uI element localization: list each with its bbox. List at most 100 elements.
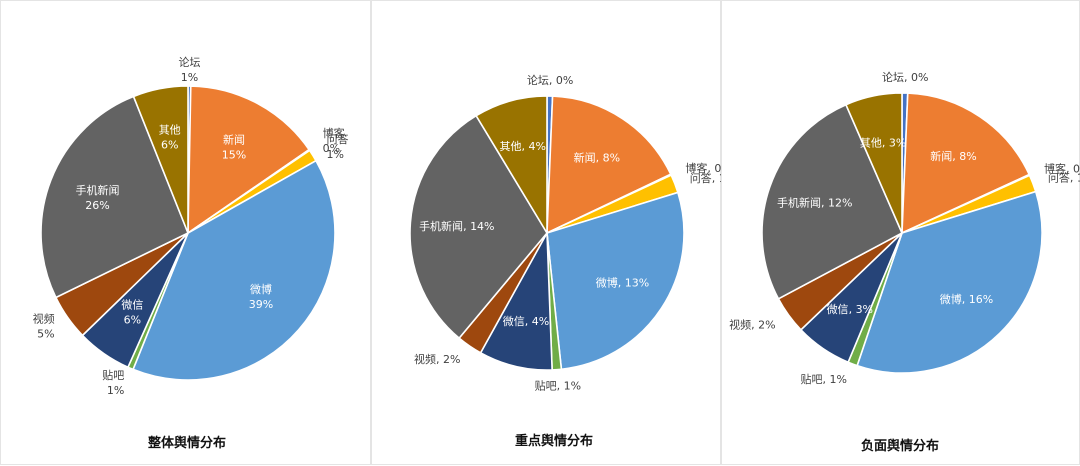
- slice-percent: 0%: [556, 74, 573, 87]
- label-separator: ,: [962, 293, 969, 306]
- pie-chart-key: 论坛, 0% 新闻, 8% 博客, 0% 问答, 1% 微博, 13% 贴吧, 1% 微信,…: [409, 73, 722, 449]
- slice-name: 问答: [690, 171, 712, 185]
- slice-label-qa: 问答, 1%: [1048, 171, 1080, 185]
- slice-label-news: 新闻: [223, 133, 245, 147]
- slice-name: 贴吧: [535, 379, 557, 393]
- slice-percent: 8%: [603, 152, 620, 165]
- slice-percent: 3%: [889, 137, 906, 150]
- pie-slice-mobile-news: [409, 114, 548, 340]
- chart-title: 重点舆情分布: [515, 433, 593, 449]
- slice-name: 问答: [1048, 171, 1070, 185]
- pie-slice-other: [844, 92, 903, 234]
- slice-label-tieba: 贴吧, 1%: [801, 372, 847, 386]
- pie-slices: [409, 95, 685, 371]
- slice-label-forum: 论坛, 0%: [527, 73, 573, 87]
- slice-percent-news: 15%: [222, 149, 246, 162]
- slice-percent: 12%: [828, 197, 852, 210]
- slice-percent: 2%: [758, 319, 775, 332]
- pie-slice-weibo: [546, 191, 685, 371]
- slice-name: 视频: [414, 352, 436, 366]
- pie-slice-news: [546, 95, 672, 235]
- label-separator: ,: [1066, 162, 1073, 175]
- pie-slice-news: [901, 92, 1031, 235]
- slice-percent: 4%: [528, 140, 545, 153]
- slice-percent: 8%: [959, 150, 976, 163]
- label-separator: ,: [1070, 172, 1077, 185]
- slice-percent: 14%: [470, 220, 494, 233]
- chart-title: 整体舆情分布: [147, 435, 226, 451]
- slice-percent-mobile-news: 26%: [85, 199, 109, 212]
- slice-label-qa: 问答: [327, 132, 349, 146]
- slice-percent-tieba: 1%: [107, 384, 124, 397]
- slice-percent: 0%: [1073, 162, 1080, 175]
- pie-slice-news: [187, 85, 311, 235]
- label-separator: ,: [463, 220, 470, 233]
- pie-labels: 论坛, 0% 新闻, 8% 博客, 0% 问答, 1% 微博, 13% 贴吧, 1% 微信,…: [414, 73, 722, 393]
- slice-label-video: 视频, 2%: [414, 352, 460, 366]
- slice-label-weibo: 微博: [250, 282, 272, 296]
- slice-name: 微信: [503, 314, 525, 328]
- slice-name: 微信: [827, 302, 849, 316]
- pie-slice-other: [132, 85, 189, 234]
- slice-percent: 0%: [911, 71, 928, 84]
- pie-labels: 论坛 1% 新闻 15% 博客 0%问答 1% 微博 39% 贴吧 1% 微信 6% 视频 5% 手机新闻 26…: [33, 55, 349, 397]
- pie-chart-overall: 论坛 1% 新闻 15% 博客 0%问答 1% 微博 39% 贴吧 1% 微信 6% 视频 5% 手机新闻 26…: [33, 55, 349, 451]
- slice-name: 博客: [1044, 161, 1066, 175]
- label-separator: ,: [904, 71, 911, 84]
- slice-label-weibo: 微博, 13%: [596, 276, 649, 290]
- slice-percent: 1%: [719, 172, 722, 185]
- label-separator: ,: [521, 140, 528, 153]
- slice-name: 手机新闻: [419, 219, 463, 233]
- label-separator: ,: [557, 380, 564, 393]
- slice-label-video: 视频, 2%: [729, 318, 775, 332]
- slice-label-qa: 问答, 1%: [690, 171, 722, 185]
- label-separator: ,: [751, 319, 758, 332]
- slice-percent: 13%: [625, 277, 649, 290]
- slice-name: 其他: [860, 137, 882, 150]
- slice-label-mobile-news: 手机新闻, 14%: [419, 219, 494, 233]
- label-separator: ,: [712, 172, 719, 185]
- slice-percent-other: 6%: [161, 139, 178, 152]
- pie-slice-weibo: [856, 190, 1043, 374]
- slice-label-other: 其他, 4%: [499, 140, 545, 153]
- pie-slices: [40, 85, 336, 381]
- slice-percent-weibo: 39%: [249, 298, 273, 311]
- pie-slice-weibo: [132, 159, 336, 381]
- chart-panel-overall: 论坛 1% 新闻 15% 博客 0% 问答 1% 微博 39% 贴吧 1% 微信 6% 视频 5% 手机新闻 26…: [0, 0, 371, 465]
- slice-label-wechat: 微信: [121, 298, 143, 312]
- slice-name: 新闻: [930, 149, 952, 163]
- label-separator: ,: [821, 197, 828, 210]
- slice-name: 微博: [940, 292, 962, 306]
- label-separator: ,: [823, 373, 830, 386]
- pie-slice-mobile-news: [40, 95, 190, 299]
- label-separator: ,: [618, 277, 625, 290]
- slice-name: 新闻: [574, 151, 596, 165]
- slice-percent: 1%: [1077, 172, 1080, 185]
- slice-label-other: 其他, 3%: [860, 137, 906, 150]
- slice-label-news: 新闻, 8%: [930, 149, 976, 163]
- slice-percent: 1%: [830, 373, 847, 386]
- slice-label-mobile-news: 手机新闻, 12%: [777, 196, 852, 210]
- slice-percent: 2%: [443, 353, 460, 366]
- slice-percent-forum: 1%: [181, 71, 198, 84]
- slice-percent: 1%: [564, 380, 581, 393]
- slice-label-weibo: 微博, 16%: [940, 292, 993, 306]
- slice-name: 其他: [499, 140, 521, 153]
- slice-label-tieba: 贴吧, 1%: [535, 379, 581, 393]
- slice-name: 微博: [596, 276, 618, 290]
- label-separator: ,: [952, 150, 959, 163]
- slice-label-mobile-news: 手机新闻: [76, 183, 120, 197]
- slice-percent-video: 5%: [37, 328, 54, 341]
- chart-panel-negative: 论坛, 0%新闻, 8%博客, 0%问答, 1%微博, 16%贴吧, 1%微信,…: [721, 0, 1080, 465]
- chart-panel-key: 论坛, 0% 新闻, 8% 博客, 0% 问答, 1% 微博, 13% 贴吧, 1% 微信,…: [371, 0, 722, 465]
- slice-name: 博客: [685, 161, 707, 175]
- slice-label-blog: 博客, 0%: [1044, 161, 1080, 175]
- slice-percent: 16%: [969, 293, 993, 306]
- slice-name: 手机新闻: [777, 196, 821, 210]
- slice-label-forum: 论坛: [179, 55, 201, 69]
- label-separator: ,: [596, 152, 603, 165]
- slice-label-wechat: 微信, 3%: [827, 302, 873, 316]
- slice-label-tieba: 贴吧: [102, 368, 124, 382]
- label-separator: ,: [707, 162, 714, 175]
